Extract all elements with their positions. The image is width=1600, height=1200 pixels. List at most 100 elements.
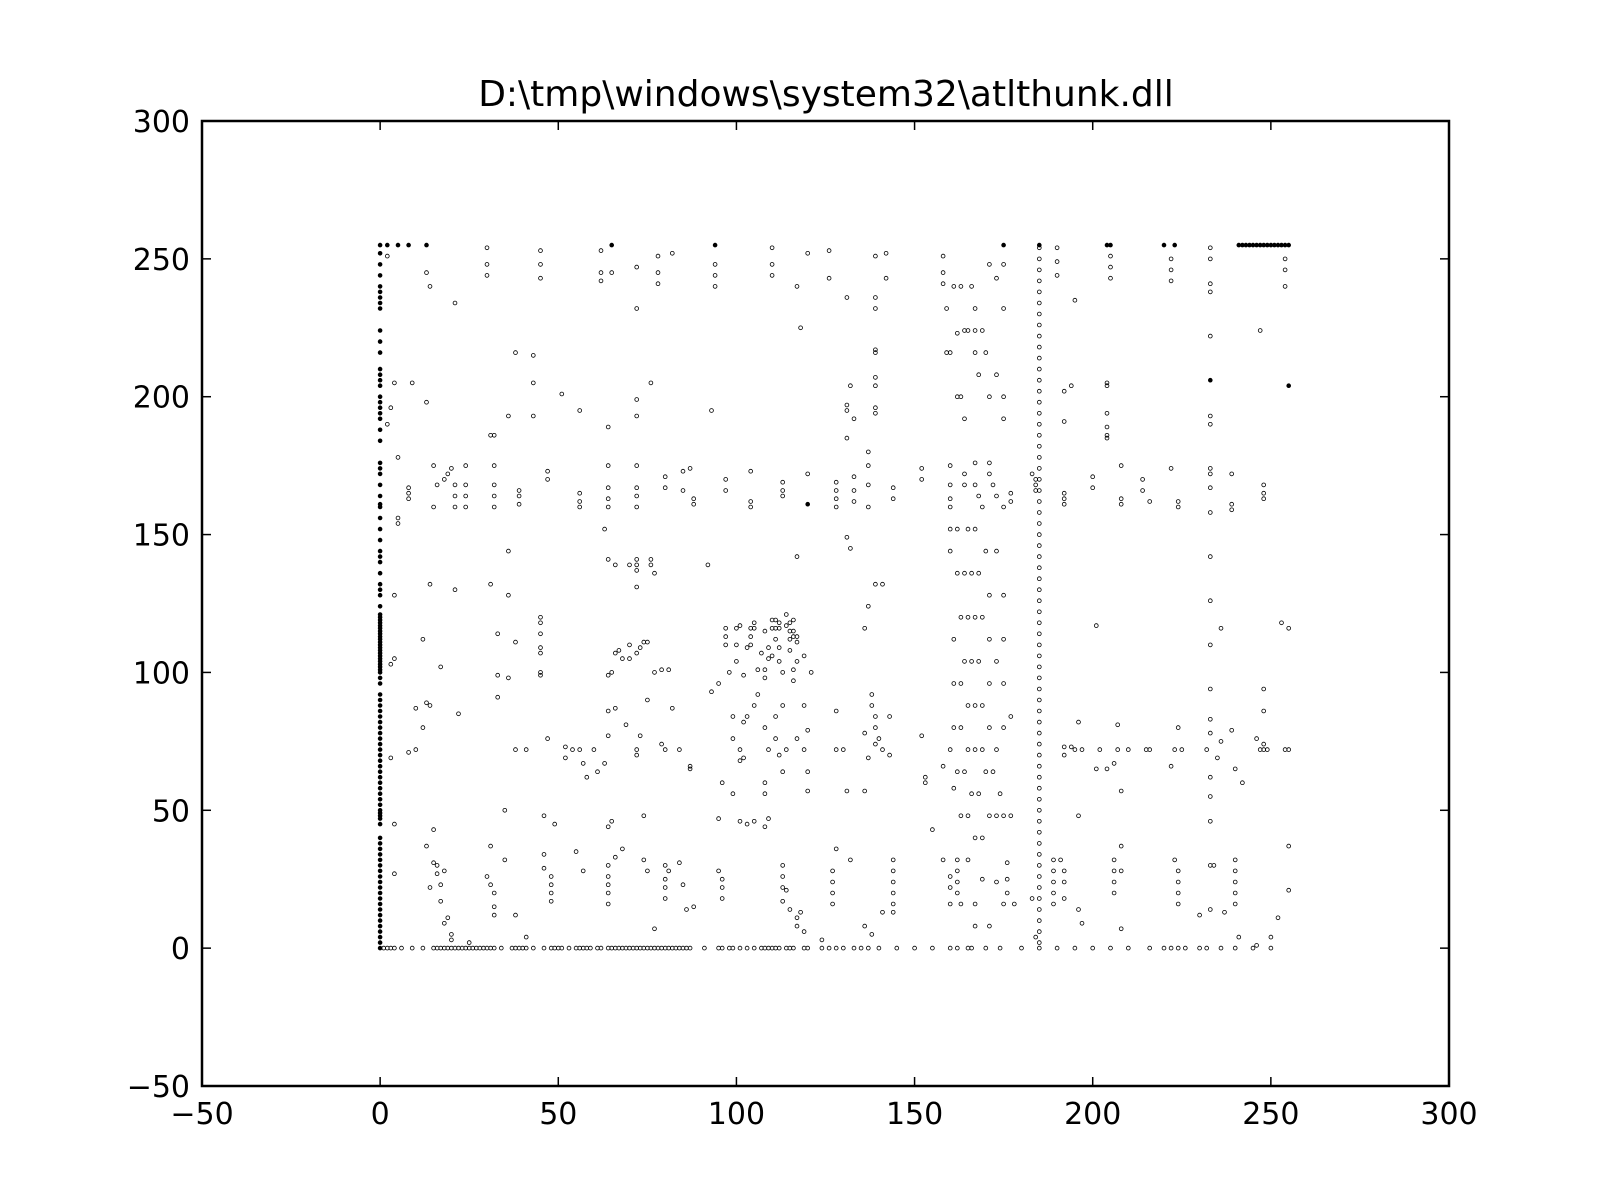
data-point xyxy=(1286,383,1291,389)
data-point xyxy=(1208,598,1213,603)
data-point xyxy=(420,945,426,951)
data-point xyxy=(612,705,618,711)
data-point xyxy=(506,592,511,598)
data-point xyxy=(377,548,383,554)
data-point xyxy=(1147,499,1152,504)
data-point xyxy=(687,766,693,772)
data-point xyxy=(570,747,575,752)
data-point xyxy=(873,375,878,380)
data-point xyxy=(716,868,721,874)
data-point xyxy=(994,879,999,885)
data-point xyxy=(584,774,590,780)
data-point xyxy=(880,909,885,915)
data-point xyxy=(783,623,789,628)
data-point xyxy=(1215,755,1220,761)
data-point xyxy=(954,570,960,576)
data-point xyxy=(634,397,639,402)
data-point xyxy=(1011,901,1017,907)
data-point xyxy=(1001,394,1006,400)
data-point xyxy=(954,890,960,896)
data-point xyxy=(951,785,957,791)
data-point xyxy=(377,730,383,736)
data-point xyxy=(488,843,493,849)
data-point xyxy=(716,816,721,821)
data-point xyxy=(1008,490,1014,496)
data-point xyxy=(377,736,383,741)
data-point xyxy=(377,262,383,267)
data-point xyxy=(873,725,878,730)
data-point xyxy=(1236,934,1242,940)
data-point xyxy=(865,449,871,455)
data-point xyxy=(609,270,614,275)
data-point xyxy=(637,645,643,650)
data-point xyxy=(1172,242,1177,248)
data-point xyxy=(947,885,953,890)
data-point xyxy=(780,885,785,890)
data-point xyxy=(773,736,778,741)
data-point xyxy=(463,493,469,499)
data-point xyxy=(1282,284,1288,289)
data-point xyxy=(1232,766,1238,772)
data-point xyxy=(566,945,572,951)
data-point xyxy=(1037,863,1042,868)
data-point xyxy=(1037,818,1042,824)
data-point xyxy=(1037,410,1042,416)
data-point xyxy=(498,945,504,951)
data-point xyxy=(962,471,967,477)
data-point xyxy=(776,620,782,626)
data-point xyxy=(965,747,971,752)
data-point xyxy=(377,714,383,719)
data-point xyxy=(962,659,967,664)
data-point xyxy=(1037,829,1042,835)
data-point xyxy=(1054,259,1060,264)
data-point xyxy=(883,275,889,281)
data-point xyxy=(377,681,383,686)
data-point xyxy=(759,650,764,656)
data-point xyxy=(748,504,753,510)
x-tick-label: 300 xyxy=(1420,1097,1477,1132)
data-point xyxy=(1140,488,1145,493)
data-point xyxy=(719,945,725,951)
data-point xyxy=(538,672,543,678)
data-point xyxy=(962,416,967,422)
data-point xyxy=(513,912,518,918)
data-point xyxy=(377,835,383,841)
data-point xyxy=(876,945,882,951)
data-point xyxy=(844,788,850,794)
data-point xyxy=(783,747,789,752)
data-point xyxy=(1029,471,1035,477)
data-point xyxy=(776,625,782,631)
data-point xyxy=(377,284,383,289)
data-point xyxy=(605,504,611,510)
data-point xyxy=(1118,496,1124,502)
data-point xyxy=(605,901,611,907)
data-point xyxy=(712,284,718,289)
y-tick-label: −50 xyxy=(127,1070,190,1105)
data-point xyxy=(1037,278,1042,284)
data-point xyxy=(712,262,718,267)
data-point xyxy=(976,791,981,796)
data-point xyxy=(1033,488,1038,493)
data-point xyxy=(488,581,493,587)
data-point xyxy=(1037,289,1042,295)
data-point xyxy=(538,275,543,281)
data-point xyxy=(997,791,1003,796)
data-point xyxy=(406,485,411,491)
data-point xyxy=(602,526,607,532)
data-point xyxy=(605,874,611,879)
data-point xyxy=(634,306,639,311)
data-point xyxy=(1037,796,1042,802)
data-point xyxy=(780,863,785,868)
data-point xyxy=(890,909,896,915)
y-tick-label: 100 xyxy=(133,656,190,691)
data-point xyxy=(1282,267,1288,273)
data-point xyxy=(954,868,960,874)
data-point xyxy=(851,499,857,504)
data-point xyxy=(377,251,383,256)
data-point xyxy=(680,468,686,474)
data-point xyxy=(1161,242,1167,248)
data-point xyxy=(1232,879,1238,885)
data-point xyxy=(377,537,383,543)
data-point xyxy=(1037,807,1042,813)
